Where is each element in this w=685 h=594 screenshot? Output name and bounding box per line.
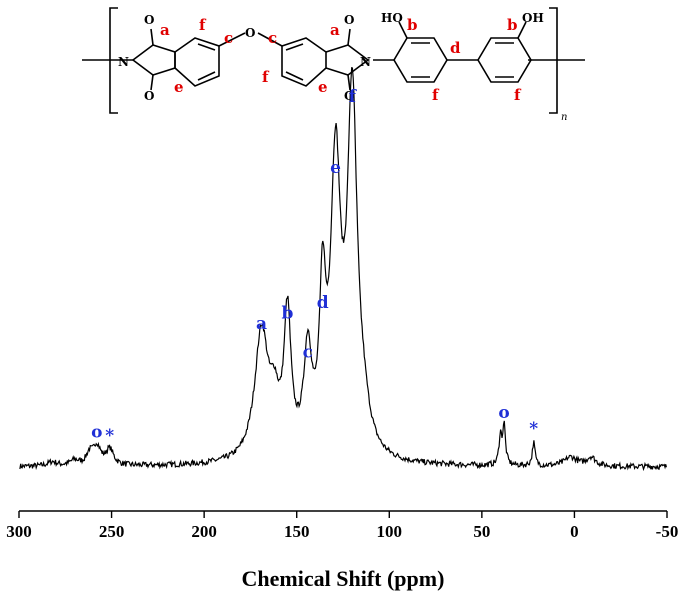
site-a-left: a [160,21,170,39]
site-b-right: b [507,16,518,34]
x-tick-label: 50 [473,522,490,541]
x-ticks: 300 250 200 150 100 50 0 -50 [6,511,678,541]
ring3 [393,37,448,83]
x-tick-label: 250 [99,522,125,541]
peak-label: c [303,343,313,363]
x-tick-label: 0 [570,522,579,541]
peak-label: * [529,419,538,439]
right-imide-ring [325,44,370,76]
right-carbonyl-bottom [347,74,351,91]
right-bracket [549,7,558,114]
site-e-right: e [318,78,328,96]
site-f-right: f [262,68,270,86]
ring4-hydroxyl: OH [522,11,544,25]
peak-label: e [330,158,341,178]
left-ring-inner-bond-1 [197,43,216,51]
site-f-ring3: f [432,86,440,104]
peak-label: b [282,304,294,324]
ring4-oh-bond [517,21,527,39]
left-carbonyl-bottom [150,74,154,91]
right-ether-bond [257,32,283,47]
peak-label: f [349,87,358,107]
left-imide-n: N [118,55,129,69]
site-f-ring4: f [514,86,522,104]
site-b-left: b [407,16,418,34]
right-imide-n: N [360,55,371,69]
x-tick-label: 100 [377,522,403,541]
peak-label: o [498,403,509,423]
right-carbonyl-o-top: O [344,13,354,27]
site-c-left: c [224,29,233,47]
ring4 [477,37,532,83]
right-ring-inner-bond-1 [285,43,304,51]
site-f-left: f [199,16,207,34]
x-tick-label: 150 [284,522,310,541]
right-ring-inner-bond-2 [285,71,304,81]
left-ether-bond [218,32,246,47]
site-e-left: e [174,78,184,96]
repeat-subscript: n [561,112,567,123]
spectrum-line [19,67,667,472]
left-carbonyl-top [150,28,154,46]
left-benzene-ring [174,37,220,87]
x-axis-title: Chemical Shift (ppm) [242,566,445,591]
peak-label: a [256,314,267,334]
left-bracket [109,7,118,114]
peak-label: d [317,293,329,313]
left-carbonyl-o-bottom: O [144,89,154,103]
left-ring-inner-bond-2 [197,71,216,81]
polyimide-structure: n O N O O O N O HO [82,7,585,123]
site-d: d [450,39,461,57]
x-tick-label: -50 [656,522,679,541]
x-tick-label: 300 [6,522,32,541]
site-a-right: a [330,21,340,39]
ring3-oh-bond [398,21,408,39]
peak-label: o [91,422,102,442]
x-tick-label: 200 [191,522,217,541]
ether-oxygen: O [245,26,255,40]
right-carbonyl-o-bottom: O [344,89,354,103]
ring3-hydroxyl: HO [381,11,403,25]
right-carbonyl-top [347,28,351,46]
peak-label: * [105,426,114,446]
site-c-right: c [268,29,277,47]
left-carbonyl-o-top: O [144,13,154,27]
left-imide-ring [131,44,176,76]
